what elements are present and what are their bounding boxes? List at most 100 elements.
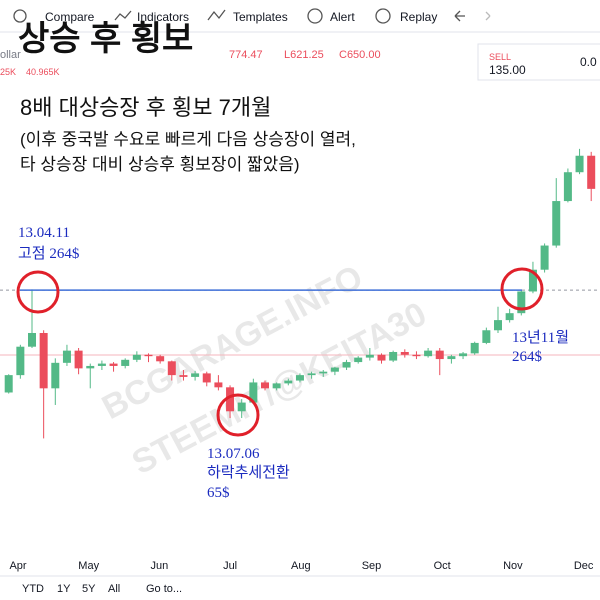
annotation: 264$ xyxy=(512,349,543,365)
legend-volume: 40.965K xyxy=(26,67,60,77)
highlight-circle xyxy=(16,270,60,314)
trade-price: 135.00 xyxy=(489,63,526,77)
candle-body xyxy=(319,371,328,374)
candle-body xyxy=(470,342,479,354)
candle-body xyxy=(307,373,316,376)
candle-body xyxy=(39,332,48,389)
x-tick-label: Oct xyxy=(434,560,451,572)
candle-body xyxy=(575,155,584,173)
annotation: 13.07.06 xyxy=(207,446,260,462)
annotation: 13년11월 xyxy=(512,329,569,346)
legend-value: C650.00 xyxy=(339,49,381,61)
candle-body xyxy=(400,351,409,355)
candle-body xyxy=(365,354,374,358)
candle-body xyxy=(16,346,25,376)
candle-body xyxy=(517,291,526,314)
trade-other: 0.0 xyxy=(580,55,597,69)
x-tick-label: Dec xyxy=(574,560,594,572)
candle-body xyxy=(587,155,596,189)
candle-body xyxy=(144,354,153,357)
candle-body xyxy=(330,367,339,372)
candle-body xyxy=(528,269,537,292)
candle-body xyxy=(226,387,235,412)
highlight-circle xyxy=(500,267,544,311)
x-tick-label: Jul xyxy=(223,560,237,572)
annotation: 65$ xyxy=(207,485,230,501)
candle-body xyxy=(132,354,141,360)
icon xyxy=(207,9,226,21)
trade-box[interactable] xyxy=(477,43,600,81)
candle-body xyxy=(272,383,281,389)
toolbar-item[interactable]: Alert xyxy=(330,10,355,24)
candle-body xyxy=(342,362,351,368)
x-tick-label: May xyxy=(78,560,99,572)
candle-body xyxy=(563,172,572,202)
candle-body xyxy=(202,373,211,383)
candle-body xyxy=(284,380,293,384)
candle-body xyxy=(86,365,95,369)
annotation: 하락추세전환 xyxy=(207,464,290,481)
candle-body xyxy=(494,320,502,331)
x-tick-label: Apr xyxy=(9,560,26,572)
candle-body xyxy=(249,382,258,403)
legend-symbol: ollar xyxy=(0,49,21,61)
chart-subtitle: 8배 대상승장 후 횡보 7개월 xyxy=(20,95,271,120)
candle-body xyxy=(424,350,433,357)
candle-body xyxy=(447,356,456,360)
chart-title: 상승 후 횡보 xyxy=(18,20,193,58)
candle-body xyxy=(156,356,165,362)
note: (이후 중국발 수요로 빠르게 다음 상승장이 열려, xyxy=(20,130,356,149)
x-tick-label: Nov xyxy=(503,560,523,572)
candle-body xyxy=(4,375,13,393)
icon xyxy=(375,8,391,24)
candle-body xyxy=(552,201,561,246)
range-button[interactable]: Go to... xyxy=(146,583,182,595)
candle-body xyxy=(167,361,176,376)
x-tick-label: Jun xyxy=(151,560,169,572)
highlight-circle xyxy=(216,393,260,437)
candle-body xyxy=(109,363,118,366)
legend-volume: 25K xyxy=(0,67,16,77)
x-tick-label: Sep xyxy=(362,560,382,572)
icon xyxy=(13,9,27,23)
range-button[interactable]: 5Y xyxy=(82,583,96,595)
toolbar-item[interactable]: Compare xyxy=(45,10,95,24)
candle-body xyxy=(354,357,363,363)
range-button[interactable]: 1Y xyxy=(57,583,71,595)
icon xyxy=(454,10,465,22)
candle-body xyxy=(121,359,130,366)
candle-body xyxy=(377,354,386,361)
legend-value: L621.25 xyxy=(284,49,324,61)
candle-body xyxy=(261,382,269,389)
candle-body xyxy=(51,362,60,389)
candle-body xyxy=(482,330,491,343)
candle-body xyxy=(97,363,106,366)
candle-body xyxy=(62,350,71,363)
trade-side: SELL xyxy=(489,52,511,62)
note: 타 상승장 대비 상승후 횡보장이 짧았음) xyxy=(20,155,300,174)
plot xyxy=(0,148,600,439)
candle-body xyxy=(28,332,36,347)
candle-body xyxy=(540,245,549,270)
candle-body xyxy=(214,382,223,388)
toolbar-item[interactable]: Indicators xyxy=(137,10,189,24)
icon xyxy=(114,10,132,21)
candle-body xyxy=(191,373,200,377)
candle-body xyxy=(179,375,188,377)
candle-body xyxy=(412,354,421,357)
candle-body xyxy=(389,351,398,361)
candle-body xyxy=(295,375,304,381)
candle-body xyxy=(74,350,83,369)
range-button[interactable]: YTD xyxy=(22,583,44,595)
icon xyxy=(485,11,491,21)
candle-body xyxy=(459,353,468,357)
range-button[interactable]: All xyxy=(108,583,120,595)
toolbar-item[interactable]: Templates xyxy=(233,10,288,24)
toolbar-item[interactable]: Replay xyxy=(400,10,437,24)
x-tick-label: Aug xyxy=(291,560,311,572)
candle-body xyxy=(505,313,514,321)
annotation: 고점 264$ xyxy=(18,245,80,262)
